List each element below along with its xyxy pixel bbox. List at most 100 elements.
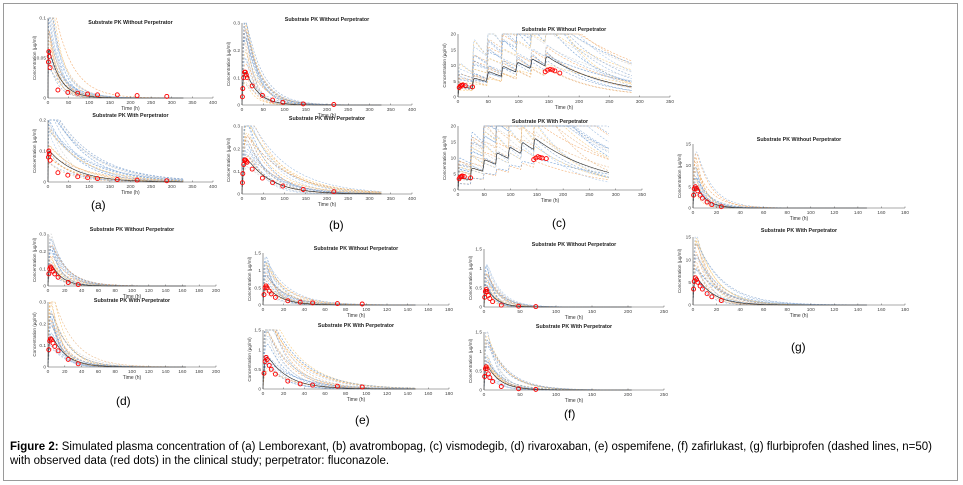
x-tick-label: 350 — [188, 100, 196, 106]
x-tick-label: 400 — [209, 184, 217, 190]
chart-title: Substrate PK Without Perpetrator — [88, 20, 172, 26]
x-tick-label: 350 — [387, 196, 395, 202]
observed-point — [85, 91, 91, 97]
x-tick-label: 180 — [195, 288, 203, 294]
simulated-profile-line — [483, 356, 632, 391]
y-tick-label: 20 — [451, 124, 457, 130]
y-tick-label: 1 — [479, 266, 482, 272]
simulated-profile-line — [47, 333, 186, 368]
observed-point — [331, 102, 337, 107]
simulated-profile-line — [47, 119, 184, 182]
x-tick-label: 100 — [280, 107, 288, 113]
x-tick-label: 20 — [714, 307, 720, 313]
y-tick-label: 0 — [237, 103, 240, 109]
mean-profile-line — [483, 289, 632, 308]
observed-point — [490, 379, 496, 384]
observed-point — [259, 175, 265, 181]
simulated-profile-line — [241, 36, 382, 106]
observed-point — [46, 151, 52, 157]
y-tick-label: 0.3 — [39, 232, 46, 238]
simulated-profile-line — [483, 339, 632, 391]
observed-point — [55, 170, 61, 176]
x-tick-label: 250 — [344, 107, 352, 113]
simulated-profile-line — [241, 57, 382, 106]
observed-point — [460, 82, 466, 88]
simulated-profile-line — [262, 278, 416, 306]
simulated-profile-line — [483, 373, 632, 391]
x-tick-label: 50 — [66, 100, 72, 106]
chart-title: Substrate PK Without Perpetrator — [522, 27, 606, 33]
observed-point — [709, 294, 715, 300]
simulated-profile-line — [692, 240, 867, 306]
observed-point — [468, 175, 474, 181]
y-tick-label: 5 — [688, 280, 691, 286]
simulated-profile-line — [241, 39, 382, 106]
simulated-profile-line — [241, 155, 382, 194]
observed-point — [310, 382, 316, 388]
simulated-profile-line — [241, 125, 382, 195]
x-axis-label: Time (h) — [565, 398, 584, 404]
observed-point — [709, 202, 715, 208]
observed-point — [75, 361, 81, 367]
simulated-profile-line — [262, 331, 416, 390]
y-axis-label: Concentration (µg/ml) — [468, 338, 473, 383]
x-tick-label: 60 — [322, 391, 328, 397]
simulated-profile-line — [47, 321, 186, 368]
simulated-profile-line — [483, 285, 632, 308]
y-tick-label: 0 — [43, 180, 46, 186]
simulated-profile-line — [241, 85, 382, 106]
x-tick-label: 50 — [482, 192, 488, 198]
observed-point — [164, 93, 170, 99]
simulated-profile-line — [47, 270, 186, 287]
x-tick-label: 120 — [830, 307, 838, 313]
y-tick-label: 0.05 — [37, 56, 47, 62]
x-tick-label: 300 — [636, 99, 644, 105]
simulated-profile-line — [47, 17, 184, 99]
observed-point — [268, 291, 274, 297]
simulated-profile-line — [47, 313, 186, 368]
x-tick-label: 60 — [761, 307, 767, 313]
simulated-profile-line — [262, 280, 416, 306]
y-tick-label: 0.5 — [475, 285, 482, 291]
simulated-profile-line — [457, 55, 632, 98]
y-tick-label: 1.5 — [475, 330, 482, 336]
observed-point — [694, 185, 699, 191]
observed-point — [459, 173, 465, 179]
x-axis-label: Time (h) — [123, 294, 142, 300]
simulated-profile-line — [483, 341, 632, 391]
observed-point — [272, 371, 278, 377]
simulated-profile-line — [47, 20, 184, 99]
x-tick-label: 100 — [507, 192, 515, 198]
y-axis-label: Concentration (µg/ml) — [442, 135, 447, 180]
y-tick-label: 1 — [258, 347, 261, 353]
y-tick-label: 1 — [479, 349, 482, 355]
y-tick-label: 0.2 — [39, 249, 46, 255]
simulated-profile-line — [483, 271, 632, 308]
simulated-profile-line — [47, 119, 184, 182]
simulated-profile-line — [47, 144, 184, 182]
x-tick-label: 160 — [424, 307, 432, 313]
x-tick-label: 400 — [408, 107, 416, 113]
observed-point — [134, 93, 140, 99]
figure-frame — [3, 3, 958, 481]
simulated-profile-line — [241, 167, 382, 194]
y-tick-label: 0.2 — [233, 48, 240, 54]
x-tick-label: 40 — [737, 307, 743, 313]
chart-title: Substrate PK With Perpetrator — [761, 228, 837, 234]
x-tick-label: 0 — [241, 107, 244, 113]
x-axis-label: Time (h) — [123, 375, 142, 381]
simulated-profile-line — [457, 60, 632, 98]
x-tick-label: 160 — [424, 391, 432, 397]
observed-point — [482, 294, 488, 300]
y-tick-label: 0 — [479, 388, 482, 394]
simulated-profile-line — [457, 138, 609, 191]
x-tick-label: 150 — [545, 99, 553, 105]
observed-point — [552, 68, 558, 74]
simulated-profile-line — [457, 67, 632, 98]
y-tick-label: 10 — [686, 163, 692, 169]
observed-point — [359, 301, 365, 307]
x-tick-label: 0 — [457, 99, 460, 105]
simulated-profile-line — [483, 339, 632, 391]
x-tick-label: 20 — [281, 307, 287, 313]
x-tick-label: 200 — [212, 369, 220, 375]
